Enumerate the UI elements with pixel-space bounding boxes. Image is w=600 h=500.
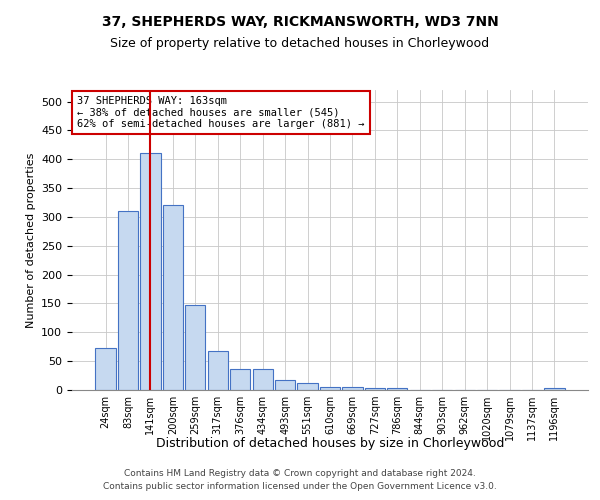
Text: Distribution of detached houses by size in Chorleywood: Distribution of detached houses by size … (156, 438, 504, 450)
Bar (365, 388, 385, 390)
Bar (140, 154, 161, 390)
Text: Size of property relative to detached houses in Chorleywood: Size of property relative to detached ho… (110, 38, 490, 51)
Bar (185, 305, 205, 390)
Text: 37 SHEPHERDS WAY: 163sqm
← 38% of detached houses are smaller (545)
62% of semi-: 37 SHEPHERDS WAY: 163sqm ← 38% of detach… (77, 96, 365, 129)
Text: 37, SHEPHERDS WAY, RICKMANSWORTH, WD3 7NN: 37, SHEPHERDS WAY, RICKMANSWORTH, WD3 7N… (101, 15, 499, 29)
Bar (343, 386, 362, 390)
Text: Contains HM Land Registry data © Crown copyright and database right 2024.: Contains HM Land Registry data © Crown c… (124, 468, 476, 477)
Bar (298, 383, 317, 390)
Bar (253, 369, 273, 390)
Bar (387, 388, 407, 390)
Bar (544, 388, 565, 390)
Y-axis label: Number of detached properties: Number of detached properties (26, 152, 35, 328)
Bar (163, 206, 183, 390)
Bar (118, 211, 138, 390)
Bar (230, 369, 250, 390)
Text: Contains public sector information licensed under the Open Government Licence v3: Contains public sector information licen… (103, 482, 497, 491)
Bar (208, 351, 228, 390)
Bar (275, 380, 295, 390)
Bar (320, 386, 340, 390)
Bar (95, 348, 116, 390)
